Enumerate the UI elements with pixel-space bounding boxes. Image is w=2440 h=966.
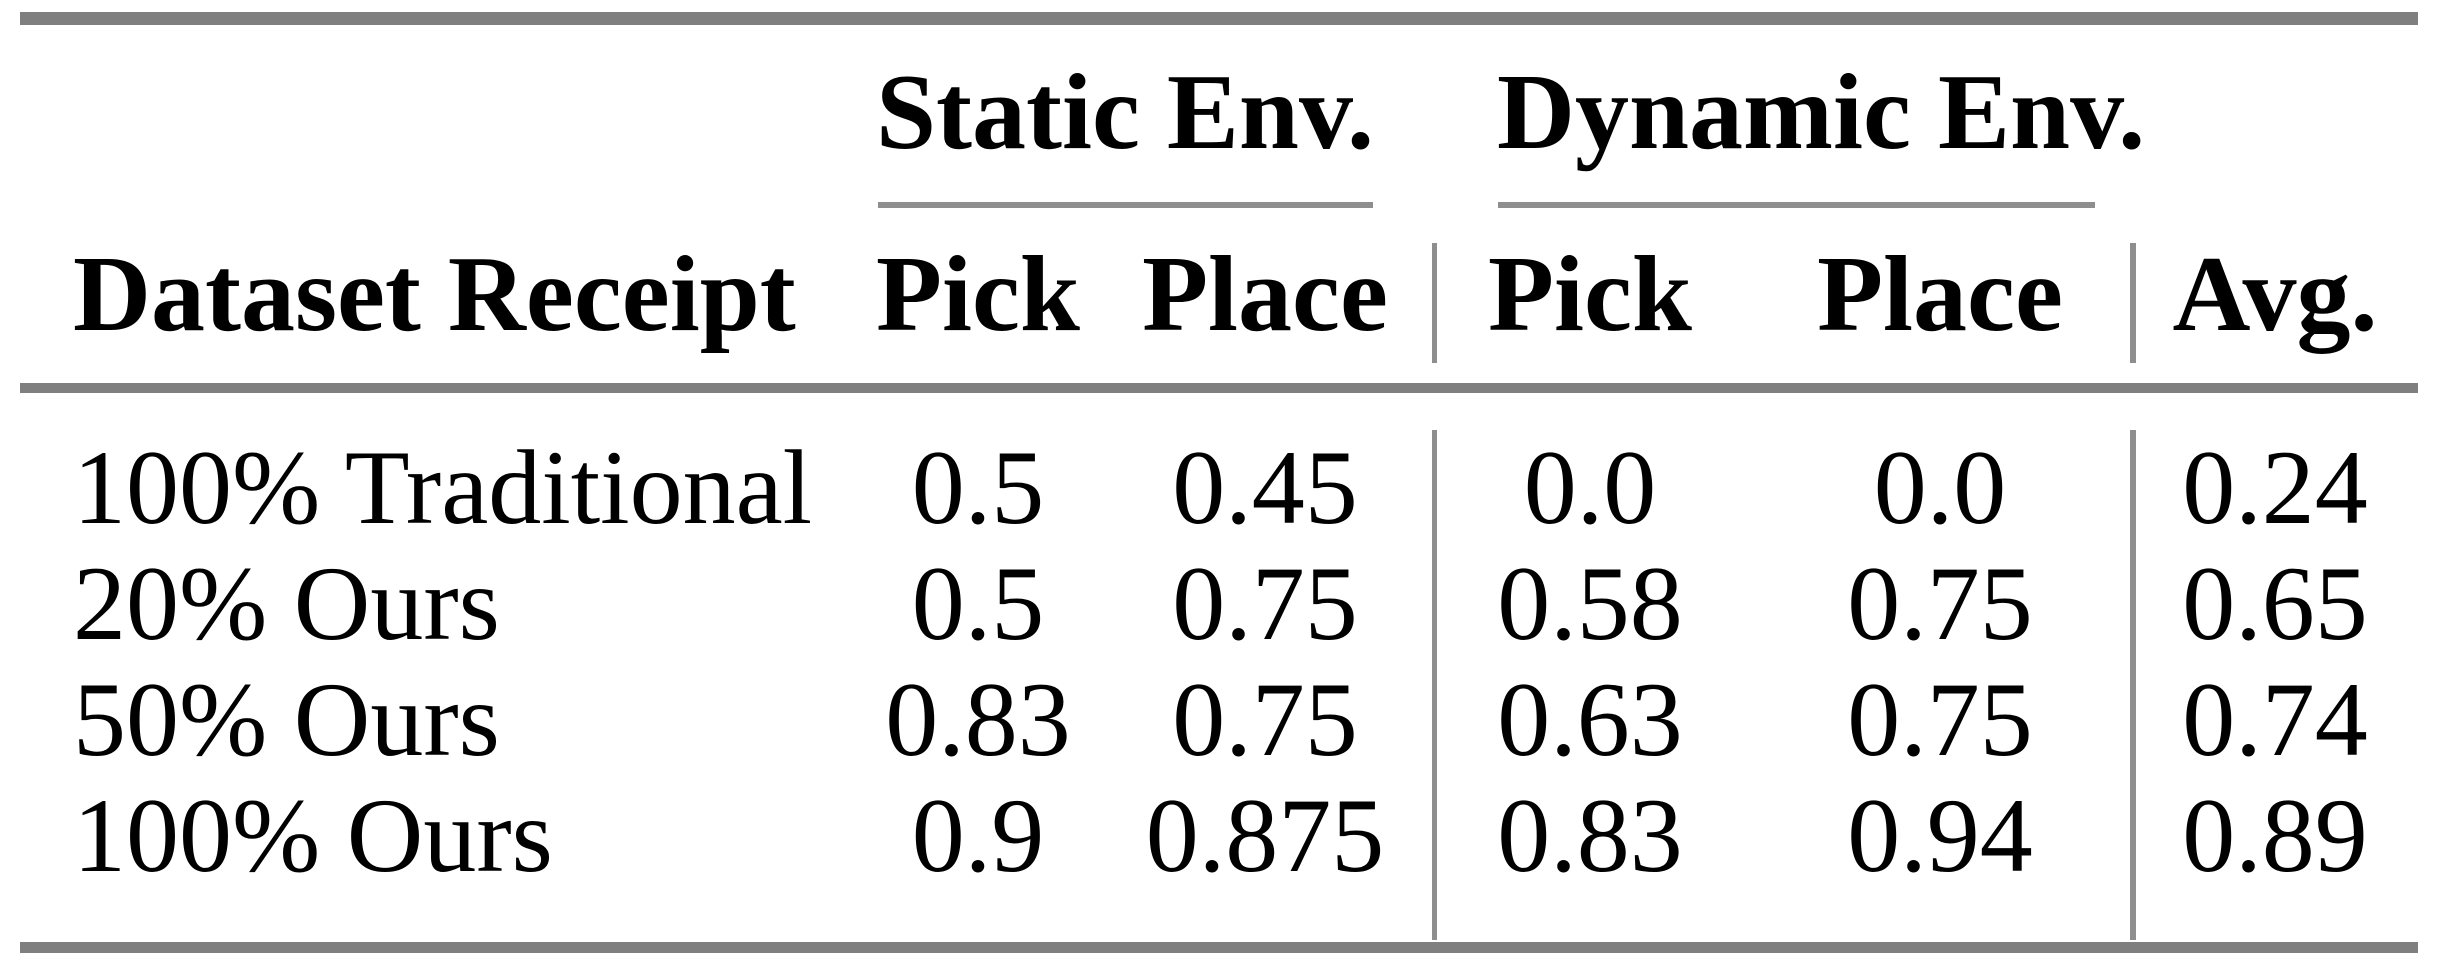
header-dynamic-place: Place [1817, 235, 2063, 354]
bottom-rule [20, 942, 2418, 953]
column-group-static-env: Static Env. [875, 53, 1375, 172]
header-dataset-receipt: Dataset Receipt [73, 235, 796, 354]
header-avg: Avg. [2172, 235, 2378, 354]
vertical-separator-static-dynamic [1432, 243, 1437, 363]
cell-static-pick: 0.5 [911, 429, 1045, 546]
cell-avg: 0.89 [2182, 777, 2368, 894]
cell-static-place: 0.875 [1145, 777, 1385, 894]
vertical-separator-avg [2130, 430, 2136, 940]
cell-dynamic-place: 0.94 [1847, 777, 2033, 894]
cell-static-place: 0.75 [1172, 545, 1358, 662]
header-dynamic-pick: Pick [1488, 235, 1692, 354]
cell-avg: 0.24 [2182, 429, 2368, 546]
top-rule [20, 12, 2418, 25]
row-label: 100% Ours [73, 777, 553, 894]
header-static-pick: Pick [876, 235, 1080, 354]
cell-static-pick: 0.83 [885, 661, 1071, 778]
row-label: 50% Ours [73, 661, 500, 778]
header-midrule [20, 383, 2418, 393]
header-static-place: Place [1142, 235, 1388, 354]
column-group-dynamic-env: Dynamic Env. [1497, 53, 2146, 172]
cell-avg: 0.65 [2182, 545, 2368, 662]
table-row: 20% Ours 0.5 0.75 0.58 0.75 0.65 [0, 546, 2440, 662]
cell-dynamic-place: 0.0 [1873, 429, 2007, 546]
cell-dynamic-pick: 0.83 [1497, 777, 1683, 894]
table-row: 100% Ours 0.9 0.875 0.83 0.94 0.89 [0, 778, 2440, 894]
static-env-cmidrule [878, 202, 1373, 208]
table-header-row: Dataset Receipt Pick Place Pick Place Av… [0, 230, 2440, 360]
cell-dynamic-pick: 0.0 [1523, 429, 1657, 546]
cell-static-place: 0.75 [1172, 661, 1358, 778]
row-label: 100% Traditional [73, 429, 813, 546]
cell-avg: 0.74 [2182, 661, 2368, 778]
cell-dynamic-place: 0.75 [1847, 545, 2033, 662]
dynamic-env-cmidrule [1498, 202, 2095, 208]
vertical-separator-static-dynamic [1432, 430, 1437, 940]
table-row: 50% Ours 0.83 0.75 0.63 0.75 0.74 [0, 662, 2440, 778]
table-row: 100% Traditional 0.5 0.45 0.0 0.0 0.24 [0, 430, 2440, 546]
row-label: 20% Ours [73, 545, 500, 662]
cell-dynamic-pick: 0.63 [1497, 661, 1683, 778]
vertical-separator-avg [2130, 243, 2136, 363]
cell-static-place: 0.45 [1172, 429, 1358, 546]
cell-dynamic-pick: 0.58 [1497, 545, 1683, 662]
cell-static-pick: 0.9 [911, 777, 1045, 894]
cell-dynamic-place: 0.75 [1847, 661, 2033, 778]
cell-static-pick: 0.5 [911, 545, 1045, 662]
